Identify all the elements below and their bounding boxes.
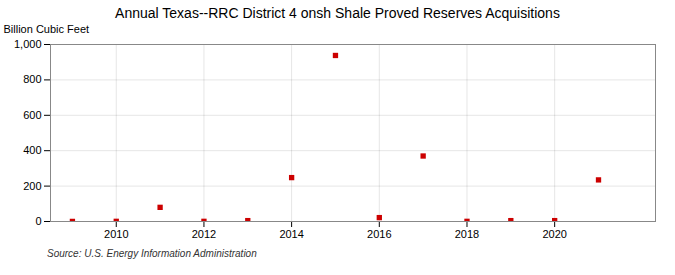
html-text:Source: U.S. Energy Informatio: Source: U.S. Energy Information Administ… [47, 248, 257, 259]
svg-text:Billion Cubic Feet: Billion Cubic Feet [4, 23, 90, 35]
svg-text:1,000: 1,000 [14, 38, 42, 50]
svg-text:2012: 2012 [192, 228, 216, 240]
svg-text:2014: 2014 [279, 228, 303, 240]
svg-text:2016: 2016 [367, 228, 391, 240]
svg-text:200: 200 [23, 180, 41, 192]
svg-text:2020: 2020 [542, 228, 566, 240]
svg-text:2018: 2018 [455, 228, 479, 240]
html-text:Annual Texas--RRC District 4 o: Annual Texas--RRC District 4 onsh Shale … [115, 5, 560, 21]
svg-text:2010: 2010 [104, 228, 128, 240]
svg-text:600: 600 [23, 109, 41, 121]
svg-text:800: 800 [23, 73, 41, 85]
svg-text:0: 0 [35, 215, 41, 227]
svg-text:400: 400 [23, 144, 41, 156]
